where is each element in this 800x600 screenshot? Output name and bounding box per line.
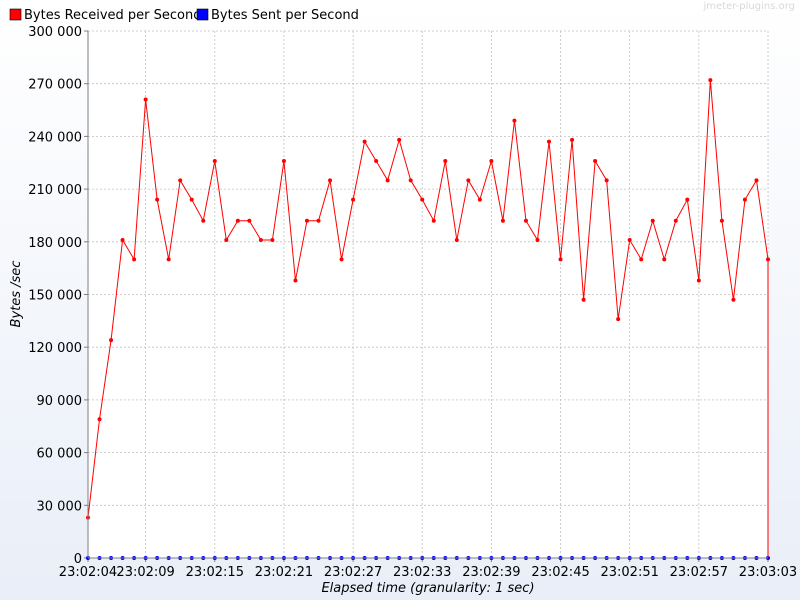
x-tick-label: 23:02:04 xyxy=(59,565,117,580)
data-point-received xyxy=(719,218,724,223)
data-point-received xyxy=(431,218,436,223)
x-tick-label: 23:02:51 xyxy=(600,565,658,580)
data-point-received xyxy=(604,178,609,183)
y-tick-label: 240 000 xyxy=(28,130,82,145)
data-point-received xyxy=(523,218,528,223)
data-point-received xyxy=(466,178,471,183)
data-point-received xyxy=(397,137,402,142)
y-tick-label: 0 xyxy=(74,552,82,567)
data-point-received xyxy=(512,118,517,123)
data-point-received xyxy=(616,317,621,322)
x-tick-label: 23:03:03 xyxy=(739,565,797,580)
data-point-received xyxy=(166,257,171,262)
data-point-received xyxy=(155,197,160,202)
data-point-received xyxy=(570,137,575,142)
data-point-received xyxy=(178,178,183,183)
data-point-received xyxy=(558,257,563,262)
x-axis: 23:02:04 23:02:09 23:02:15 23:02:21 23:02:27… xyxy=(59,558,797,580)
data-point-received xyxy=(97,417,102,422)
y-tick-label: 150 000 xyxy=(28,289,82,304)
y-tick-label: 30 000 xyxy=(37,499,83,514)
data-point-received xyxy=(627,238,632,243)
x-tick-label: 23:02:39 xyxy=(462,565,520,580)
data-point-received xyxy=(454,238,459,243)
data-point-received xyxy=(754,178,759,183)
data-point-received xyxy=(374,158,379,163)
data-point-received xyxy=(212,158,217,163)
data-point-received xyxy=(742,197,747,202)
y-axis-title: Bytes /sec xyxy=(9,261,24,328)
data-point-received xyxy=(477,197,482,202)
data-point-received xyxy=(408,178,413,183)
x-tick-label: 23:02:09 xyxy=(116,565,174,580)
x-tick-label: 23:02:21 xyxy=(255,565,313,580)
legend-swatch-received xyxy=(9,8,22,21)
legend: Bytes Received per Second Bytes Sent per… xyxy=(9,8,359,23)
data-point-received xyxy=(500,218,505,223)
data-point-received xyxy=(351,197,356,202)
data-point-received xyxy=(120,238,125,243)
data-point-received xyxy=(270,238,275,243)
data-point-received xyxy=(189,197,194,202)
data-point-received xyxy=(766,257,770,262)
data-point-received xyxy=(443,158,448,163)
x-tick-label: 23:02:33 xyxy=(393,565,451,580)
x-tick-label: 23:02:45 xyxy=(531,565,589,580)
y-tick-label: 120 000 xyxy=(28,341,82,356)
x-tick-label: 23:02:15 xyxy=(186,565,244,580)
data-point-received xyxy=(639,257,644,262)
series-line-received xyxy=(87,80,769,558)
data-point-received xyxy=(489,158,494,163)
data-point-received xyxy=(420,197,425,202)
data-point-received xyxy=(731,297,736,302)
data-point-received xyxy=(143,97,148,102)
legend-label-received: Bytes Received per Second xyxy=(24,8,201,23)
y-axis: 0 30 000 60 000 90 000 120 000 150 000 180 000… xyxy=(28,25,88,567)
data-point-received xyxy=(547,139,552,144)
legend-label-sent: Bytes Sent per Second xyxy=(211,8,359,23)
data-point-received xyxy=(535,238,540,243)
data-point-received xyxy=(328,178,333,183)
watermark: jmeter-plugins.org xyxy=(702,1,795,12)
data-point-received xyxy=(132,257,137,262)
data-point-received xyxy=(339,257,344,262)
x-tick-label: 23:02:57 xyxy=(670,565,728,580)
data-point-received xyxy=(258,238,263,243)
data-point-received xyxy=(593,158,598,163)
data-point-received xyxy=(708,78,713,83)
y-tick-label: 300 000 xyxy=(28,25,82,40)
grid xyxy=(88,30,769,558)
y-tick-label: 210 000 xyxy=(28,183,82,198)
data-point-received xyxy=(293,278,298,283)
data-point-received xyxy=(201,218,206,223)
legend-swatch-sent xyxy=(196,8,209,21)
data-point-received xyxy=(696,278,701,283)
data-point-received xyxy=(316,218,321,223)
data-point-received xyxy=(224,238,229,243)
y-tick-label: 270 000 xyxy=(28,78,82,93)
data-point-received xyxy=(685,197,690,202)
data-point-received xyxy=(362,139,367,144)
x-tick-label: 23:02:27 xyxy=(324,565,382,580)
data-point-received xyxy=(304,218,309,223)
data-point-received xyxy=(650,218,655,223)
data-point-received xyxy=(281,158,286,163)
data-point-received xyxy=(385,178,390,183)
x-axis-title: Elapsed time (granularity: 1 sec) xyxy=(321,581,534,596)
y-tick-label: 90 000 xyxy=(37,394,83,409)
data-point-received xyxy=(109,338,114,343)
y-tick-label: 180 000 xyxy=(28,236,82,251)
data-point-received xyxy=(235,218,240,223)
data-point-received xyxy=(581,297,586,302)
data-point-received xyxy=(247,218,252,223)
data-point-received xyxy=(673,218,678,223)
data-point-received xyxy=(662,257,667,262)
y-tick-label: 60 000 xyxy=(37,447,83,462)
